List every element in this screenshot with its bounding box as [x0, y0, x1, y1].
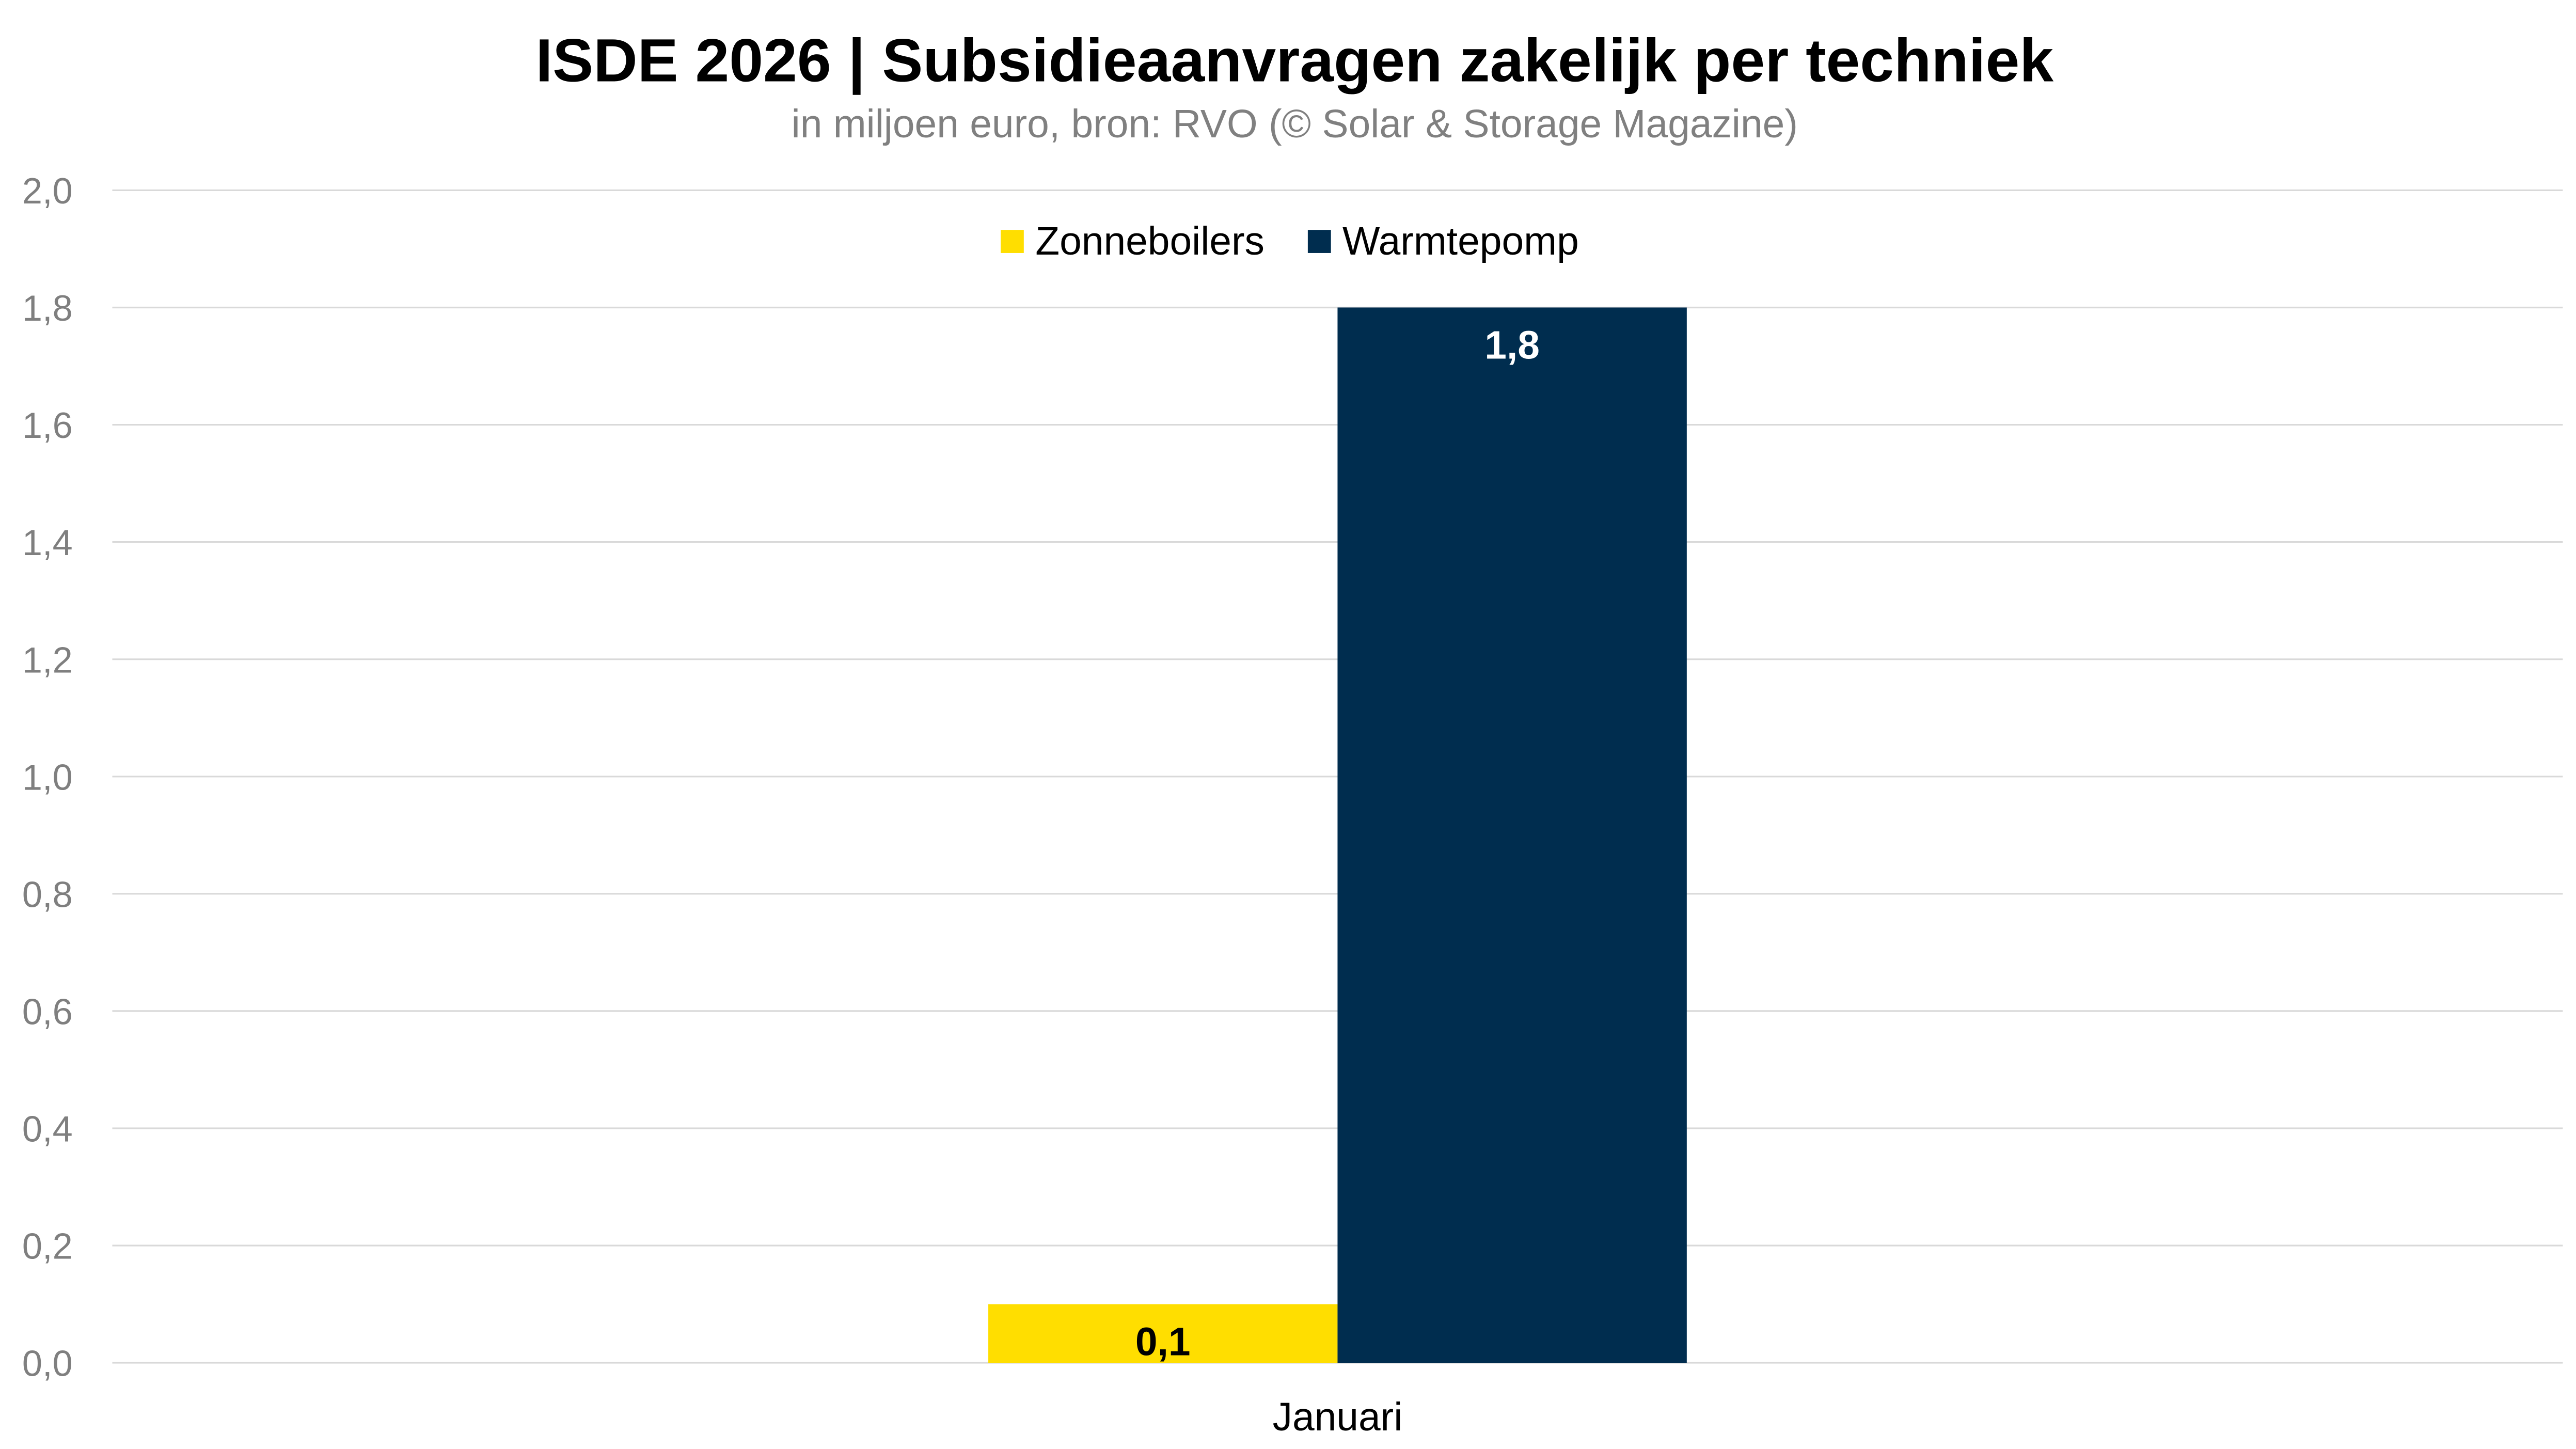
y-tick-label: 1,8	[22, 288, 73, 328]
data-label: 1,8	[1484, 324, 1540, 368]
legend-label: Zonneboilers	[1035, 219, 1265, 263]
legend-swatch	[1001, 230, 1024, 253]
y-tick-label: 1,4	[22, 522, 73, 563]
y-tick-label: 0,8	[22, 874, 73, 915]
y-axis-ticks: 0,0 0,2 0,4 0,6 0,8 1,0 1,2 1,4 1,6 1,8 2,0	[22, 170, 73, 1384]
data-label: 0,1	[1135, 1320, 1191, 1364]
y-tick-label: 1,2	[22, 639, 73, 680]
y-tick-label: 1,0	[22, 757, 73, 797]
y-tick-label: 2,0	[22, 170, 73, 211]
legend-swatch	[1307, 230, 1331, 253]
y-tick-label: 0,4	[22, 1109, 73, 1149]
bars: 0,1 1,8	[988, 307, 1687, 1364]
x-axis-ticks: Januari	[1273, 1395, 1403, 1439]
y-tick-label: 1,6	[22, 405, 73, 446]
legend: Zonneboilers Warmtepomp	[1001, 219, 1579, 263]
y-tick-label: 0,6	[22, 991, 73, 1032]
bar-warmtepomp	[1337, 307, 1687, 1363]
chart-title: ISDE 2026 | Subsidieaanvragen zakelijk p…	[535, 26, 2053, 95]
y-tick-label: 0,0	[22, 1343, 73, 1384]
bar-zonneboilers	[988, 1304, 1338, 1363]
legend-label: Warmtepomp	[1342, 219, 1579, 263]
chart-subtitle: in miljoen euro, bron: RVO (© Solar & St…	[792, 102, 1798, 146]
x-tick-label: Januari	[1273, 1395, 1403, 1439]
y-tick-label: 0,2	[22, 1226, 73, 1267]
